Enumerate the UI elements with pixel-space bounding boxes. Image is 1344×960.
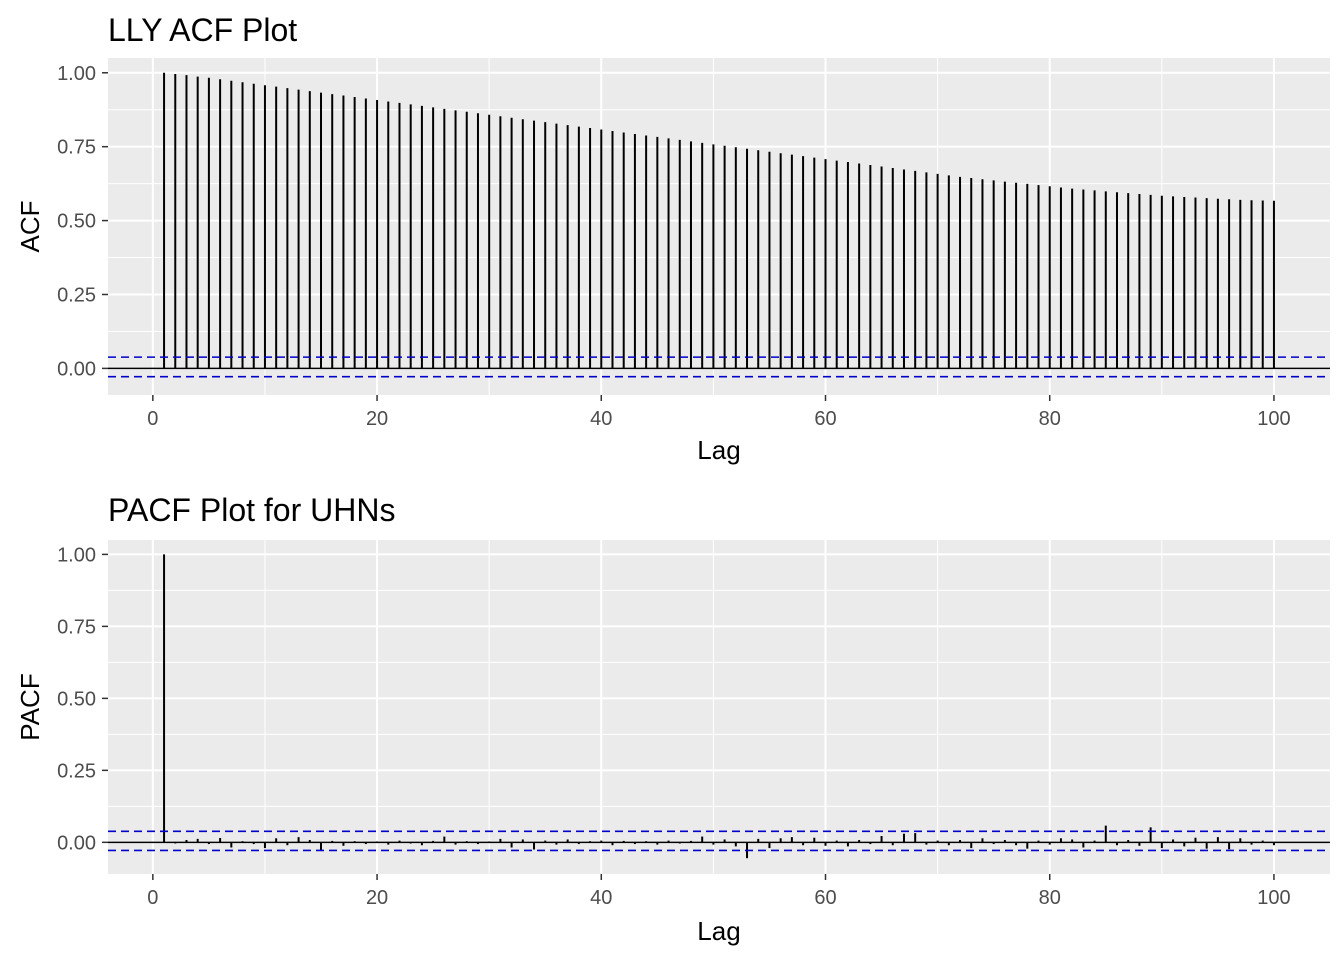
y-tick-label: 0.75 — [57, 137, 96, 159]
x-tick-label: 60 — [814, 887, 836, 909]
chart-title: PACF Plot for UHNs — [108, 492, 395, 528]
y-tick-label: 0.75 — [57, 616, 96, 638]
x-tick-label: 80 — [1039, 408, 1061, 430]
x-axis-ticks: 0 20 40 60 80 100 — [147, 395, 1291, 430]
x-tick-label: 80 — [1039, 887, 1061, 909]
confidence-bounds — [108, 356, 1330, 378]
acf-bars — [163, 72, 1275, 369]
x-axis-title: Lag — [697, 435, 740, 465]
x-tick-label: 100 — [1257, 408, 1290, 430]
chart-title: LLY ACF Plot — [108, 12, 297, 48]
y-axis-title: ACF — [15, 201, 45, 253]
x-tick-label: 20 — [366, 408, 388, 430]
y-axis-title: PACF — [15, 673, 45, 740]
y-tick-label: 1.00 — [57, 544, 96, 566]
y-axis-ticks: 0.00 0.25 0.50 0.75 1.00 — [57, 63, 108, 380]
y-tick-label: 0.00 — [57, 832, 96, 854]
pacf-chart: PACF Plot for UHNs 0.000.250.500.751.00 … — [15, 492, 1330, 946]
confidence-bounds — [108, 830, 1330, 852]
x-axis-title: Lag — [697, 916, 740, 946]
x-tick-label: 40 — [590, 408, 612, 430]
y-tick-label: 0.50 — [57, 211, 96, 233]
x-tick-label: 60 — [814, 408, 836, 430]
x-axis-ticks: 0 20 40 60 80 100 — [147, 874, 1291, 909]
y-tick-label: 0.25 — [57, 284, 96, 306]
acf-chart: LLY ACF Plot 0.00 0.25 0.50 0.75 1.00 0 20 40 6… — [15, 12, 1330, 465]
x-tick-label: 20 — [366, 887, 388, 909]
minor-gridlines — [108, 540, 1330, 874]
plot-panel — [108, 58, 1330, 395]
y-tick-label: 0.25 — [57, 760, 96, 782]
x-tick-label: 40 — [590, 887, 612, 909]
y-tick-label: 0.50 — [57, 688, 96, 710]
y-axis-ticks: 0.00 0.25 0.50 0.75 1.00 — [57, 544, 108, 854]
y-tick-label: 0.00 — [57, 358, 96, 380]
plot-panel — [108, 540, 1330, 874]
x-tick-label: 100 — [1257, 887, 1290, 909]
x-tick-label: 0 — [147, 408, 158, 430]
y-tick-label: 1.00 — [57, 63, 96, 85]
x-tick-label: 0 — [147, 887, 158, 909]
